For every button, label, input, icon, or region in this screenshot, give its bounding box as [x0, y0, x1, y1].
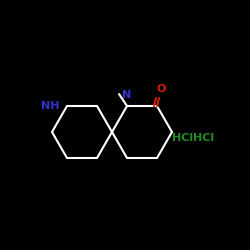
Text: NH: NH — [40, 101, 59, 111]
Text: HCl: HCl — [193, 133, 214, 143]
Text: N: N — [122, 90, 132, 100]
Text: O: O — [156, 84, 166, 94]
Text: HCl: HCl — [172, 133, 193, 143]
